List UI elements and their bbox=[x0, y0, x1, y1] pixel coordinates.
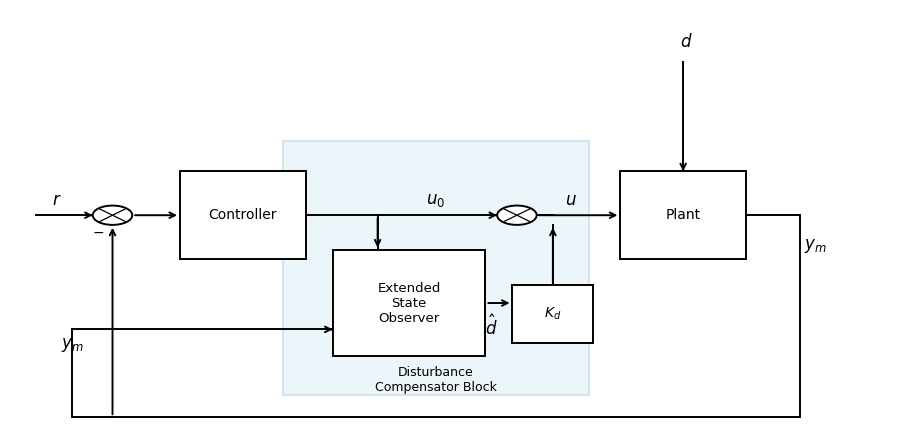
Bar bbox=[513, 285, 593, 343]
Bar bbox=[620, 171, 746, 259]
Text: Disturbance
Compensator Block: Disturbance Compensator Block bbox=[375, 366, 497, 394]
Text: Extended
State
Observer: Extended State Observer bbox=[378, 281, 441, 324]
Text: $-$: $-$ bbox=[92, 225, 105, 239]
Bar bbox=[333, 250, 485, 356]
Text: $K_d$: $K_d$ bbox=[544, 306, 561, 322]
Bar bbox=[180, 171, 305, 259]
Text: $d$: $d$ bbox=[679, 33, 692, 51]
Text: $u_0$: $u_0$ bbox=[426, 191, 446, 209]
Text: $y_m$: $y_m$ bbox=[61, 336, 83, 354]
Bar bbox=[283, 141, 589, 395]
Circle shape bbox=[497, 206, 536, 225]
Text: $u$: $u$ bbox=[565, 191, 577, 209]
Text: Controller: Controller bbox=[208, 208, 277, 222]
Text: $r$: $r$ bbox=[52, 191, 62, 209]
Text: Plant: Plant bbox=[666, 208, 701, 222]
Text: $y_m$: $y_m$ bbox=[804, 237, 827, 255]
Text: $\hat{d}$: $\hat{d}$ bbox=[484, 314, 497, 339]
Circle shape bbox=[93, 206, 132, 225]
